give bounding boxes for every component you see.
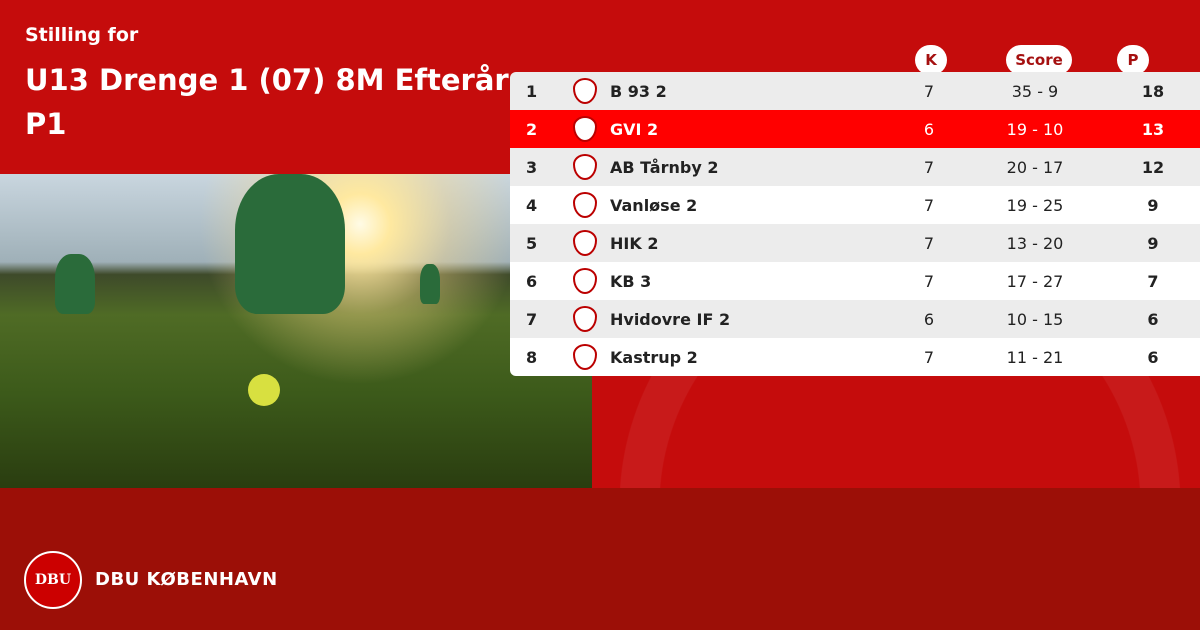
team-name: HIK 2 — [610, 233, 659, 253]
team-crest-icon — [562, 344, 608, 370]
games-played: 6 — [923, 309, 935, 329]
games-played: 7 — [923, 271, 935, 291]
dbu-logo: DBU — [24, 551, 82, 609]
points: 13 — [1141, 119, 1165, 139]
page-title: U13 Drenge 1 (07) 8M Efterår P1 — [25, 63, 509, 141]
footer-background — [0, 488, 1200, 630]
games-played: 7 — [923, 195, 935, 215]
football-photo — [0, 174, 592, 488]
table-row[interactable]: 3 AB Tårnby 2 7 20 - 17 12 — [510, 148, 1200, 186]
team-name: KB 3 — [610, 271, 652, 291]
team-crest-icon — [562, 230, 608, 256]
table-row[interactable]: 6 KB 3 7 17 - 27 7 — [510, 262, 1200, 300]
position: 4 — [526, 195, 538, 215]
watermark-logo — [620, 376, 1200, 488]
position: 8 — [526, 347, 538, 367]
player-shape — [235, 174, 345, 314]
position: 7 — [526, 309, 538, 329]
player-shape — [55, 254, 95, 314]
points: 12 — [1141, 157, 1165, 177]
column-header-played: K — [915, 45, 947, 75]
team-crest-icon — [562, 268, 608, 294]
position: 1 — [526, 81, 538, 101]
table-row[interactable]: 1 B 93 2 7 35 - 9 18 — [510, 72, 1200, 110]
table-row[interactable]: 7 Hvidovre IF 2 6 10 - 15 6 — [510, 300, 1200, 338]
team-name: B 93 2 — [610, 81, 667, 101]
standings-table: 1 B 93 2 7 35 - 9 18 2 GVI 2 6 19 - 10 13… — [510, 72, 1200, 376]
team-crest-icon — [562, 154, 608, 180]
goal-score: 35 - 9 — [1011, 81, 1059, 101]
points: 7 — [1147, 271, 1159, 291]
team-name: Hvidovre IF 2 — [610, 309, 731, 329]
column-header-score: Score — [1006, 45, 1072, 75]
table-row[interactable]: 4 Vanløse 2 7 19 - 25 9 — [510, 186, 1200, 224]
team-name: Vanløse 2 — [610, 195, 698, 215]
goal-score: 19 - 25 — [1006, 195, 1064, 215]
games-played: 7 — [923, 347, 935, 367]
points: 9 — [1147, 233, 1159, 253]
games-played: 6 — [923, 119, 935, 139]
points: 9 — [1147, 195, 1159, 215]
goal-score: 20 - 17 — [1006, 157, 1064, 177]
team-name: AB Tårnby 2 — [610, 157, 719, 177]
brand-name: DBU KØBENHAVN — [95, 569, 278, 590]
position: 5 — [526, 233, 538, 253]
goal-score: 13 - 20 — [1006, 233, 1064, 253]
team-crest-icon — [562, 192, 608, 218]
games-played: 7 — [923, 81, 935, 101]
page-subtitle: Stilling for — [25, 24, 139, 46]
points: 18 — [1141, 81, 1165, 101]
goal-score: 17 - 27 — [1006, 271, 1064, 291]
goal-score: 10 - 15 — [1006, 309, 1064, 329]
points: 6 — [1147, 347, 1159, 367]
player-shape — [420, 264, 440, 304]
table-row[interactable]: 8 Kastrup 2 7 11 - 21 6 — [510, 338, 1200, 376]
games-played: 7 — [923, 233, 935, 253]
team-name: Kastrup 2 — [610, 347, 698, 367]
goal-score: 11 - 21 — [1006, 347, 1064, 367]
column-header-points: P — [1117, 45, 1149, 75]
games-played: 7 — [923, 157, 935, 177]
table-row[interactable]: 5 HIK 2 7 13 - 20 9 — [510, 224, 1200, 262]
team-crest-icon — [562, 78, 608, 104]
position: 2 — [526, 119, 538, 139]
team-name: GVI 2 — [610, 119, 659, 139]
team-crest-icon — [562, 306, 608, 332]
table-row[interactable]: 2 GVI 2 6 19 - 10 13 — [510, 110, 1200, 148]
ball-shape — [248, 374, 280, 406]
team-crest-icon — [562, 116, 608, 142]
position: 3 — [526, 157, 538, 177]
goal-score: 19 - 10 — [1006, 119, 1064, 139]
position: 6 — [526, 271, 538, 291]
points: 6 — [1147, 309, 1159, 329]
